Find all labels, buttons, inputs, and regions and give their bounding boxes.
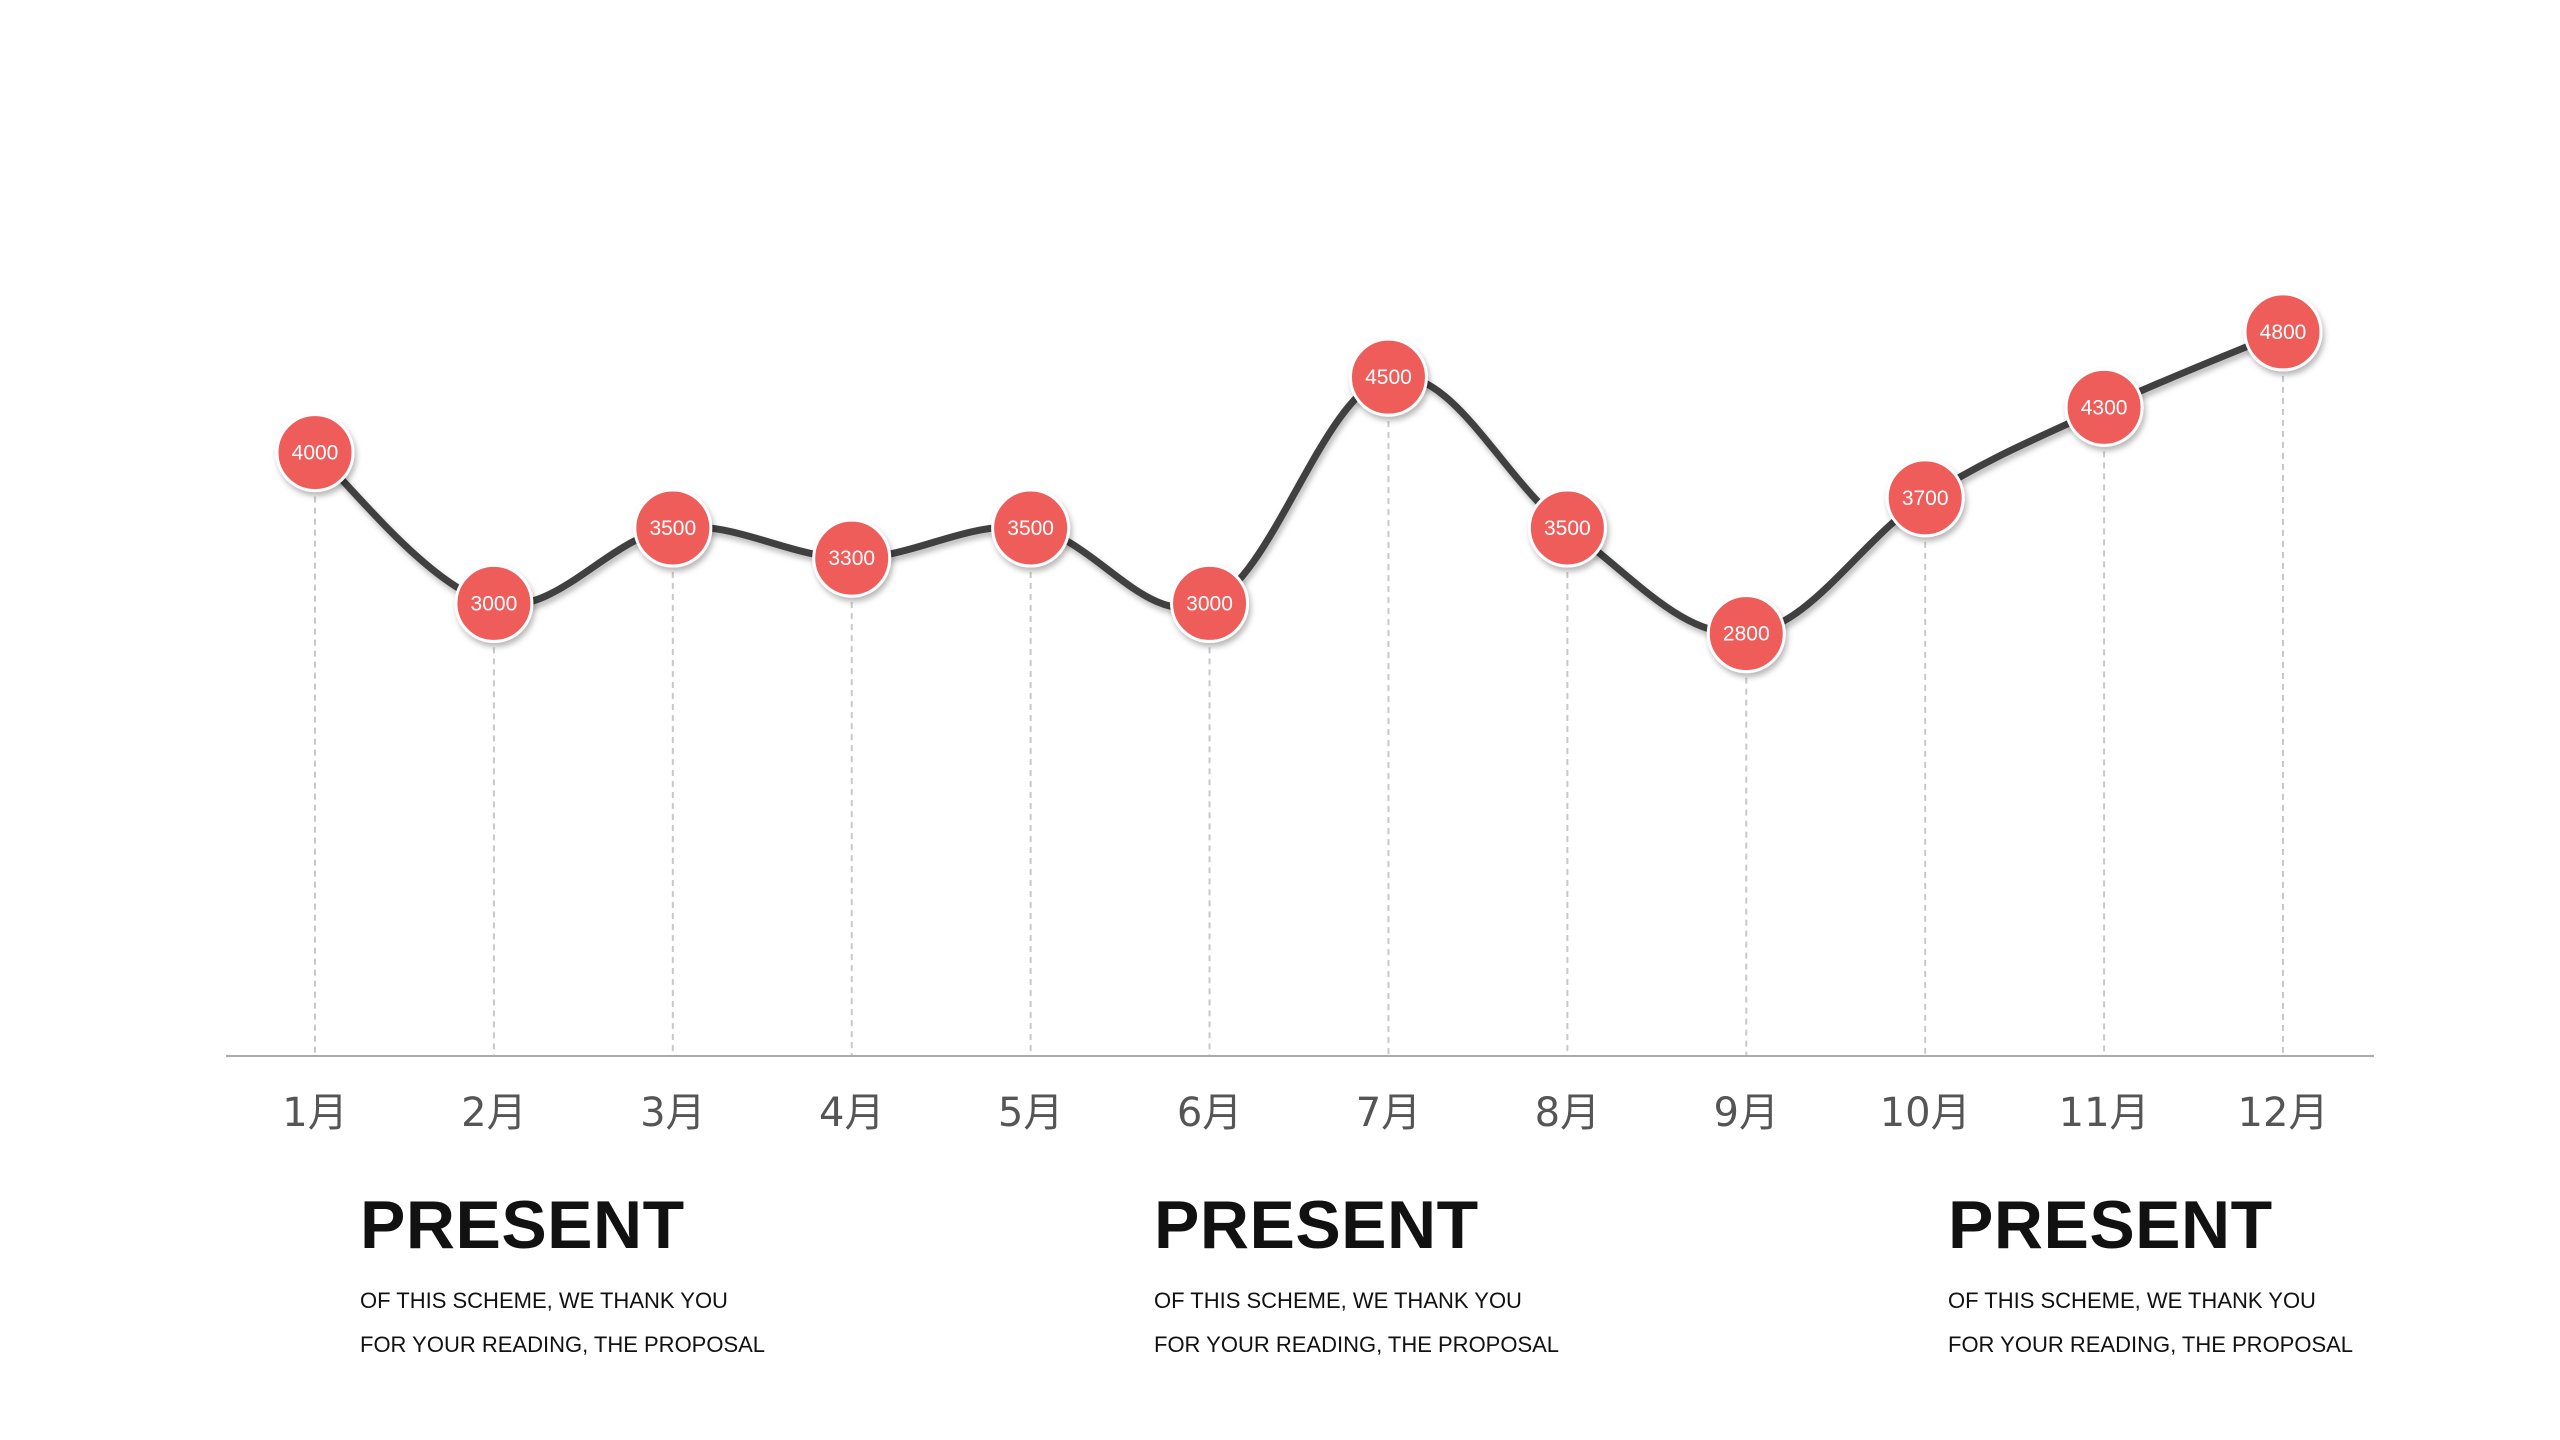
data-label: 3000 [1186, 592, 1233, 615]
marker-circle [1170, 563, 1250, 643]
droplines [314, 331, 2284, 1056]
marker-circle [2243, 292, 2323, 372]
x-tick-label: 8月 [1535, 1090, 1600, 1136]
x-tick-label: 12月 [2238, 1090, 2329, 1136]
present-text-line-1: OF THIS SCHEME, WE THANK YOU [1948, 1288, 2316, 1313]
present-text-line-2: FOR YOUR READING, THE PROPOSAL [360, 1332, 766, 1357]
present-title: PRESENT [360, 1187, 685, 1263]
data-point-6: 3000 [1170, 563, 1250, 643]
data-point-4: 3300 [812, 518, 892, 598]
marker-circle [1348, 337, 1428, 417]
data-point-5: 3500 [991, 488, 1071, 568]
data-label: 4000 [292, 442, 339, 465]
marker-circle [275, 413, 355, 493]
data-point-3: 3500 [633, 488, 713, 568]
data-point-9: 2800 [1706, 594, 1786, 674]
marker-circle [454, 563, 534, 643]
present-text-line-1: OF THIS SCHEME, WE THANK YOU [1154, 1288, 1522, 1313]
data-label: 4500 [1365, 366, 1412, 389]
data-point-8: 3500 [1527, 488, 1607, 568]
data-label: 3500 [1007, 517, 1054, 540]
x-tick-label: 4月 [819, 1090, 884, 1136]
series-line [311, 328, 2287, 638]
marker-circle [812, 518, 892, 598]
marker-circle [1885, 458, 1965, 538]
x-tick-label: 9月 [1714, 1090, 1779, 1136]
marker-circle [991, 488, 1071, 568]
x-tick-labels: 1月 2月 3月 4月 5月 6月 7月 8月 9月 10月 11月 12月 [282, 1090, 2328, 1136]
data-point-10: 3700 [1885, 458, 1965, 538]
data-point-11: 4300 [2064, 367, 2144, 447]
x-tick-label: 2月 [461, 1090, 526, 1136]
present-text-line-2: FOR YOUR READING, THE PROPOSAL [1948, 1332, 2354, 1357]
data-label: 4300 [2081, 396, 2128, 419]
data-point-12: 4800 [2243, 292, 2323, 372]
x-tick-label: 6月 [1177, 1090, 1242, 1136]
x-tick-label: 1月 [282, 1090, 347, 1136]
marker-circle [1527, 488, 1607, 568]
data-point-1: 4000 [275, 413, 355, 493]
data-point-2: 3000 [454, 563, 534, 643]
data-label: 3300 [828, 547, 875, 570]
data-label: 3000 [471, 592, 518, 615]
marker-circle [1706, 594, 1786, 674]
data-label: 3500 [649, 517, 696, 540]
present-text-line-1: OF THIS SCHEME, WE THANK YOU [360, 1288, 728, 1313]
x-tick-label: 11月 [2059, 1090, 2150, 1136]
present-block-1: PRESENT OF THIS SCHEME, WE THANK YOU FOR… [360, 1185, 1000, 1367]
x-tick-label: 3月 [640, 1090, 705, 1136]
present-text-line-2: FOR YOUR READING, THE PROPOSAL [1154, 1332, 1560, 1357]
data-label: 3500 [1544, 517, 1591, 540]
marker-circle [633, 488, 713, 568]
x-tick-label: 5月 [998, 1090, 1063, 1136]
x-tick-label: 10月 [1880, 1090, 1971, 1136]
data-point-7: 4500 [1348, 337, 1428, 417]
present-title: PRESENT [1154, 1187, 1479, 1263]
x-tick-label: 7月 [1356, 1090, 1421, 1136]
present-block-2: PRESENT OF THIS SCHEME, WE THANK YOU FOR… [1154, 1185, 1794, 1367]
marker-circle [2064, 367, 2144, 447]
data-label: 2800 [1723, 623, 1770, 646]
data-label: 3700 [1902, 487, 1949, 510]
present-title: PRESENT [1948, 1187, 2273, 1263]
present-block-3: PRESENT OF THIS SCHEME, WE THANK YOU FOR… [1948, 1185, 2560, 1367]
markers: 4000 3000 3500 3300 3500 3000 4500 3500 2800 3700… [275, 292, 2323, 674]
data-label: 4800 [2260, 321, 2307, 344]
